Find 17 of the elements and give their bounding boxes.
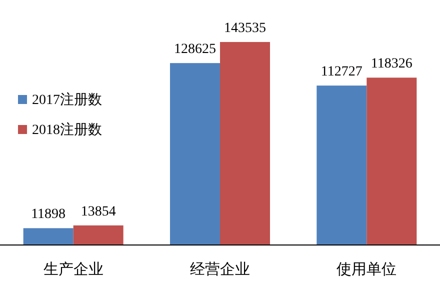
data-label: 143535 <box>224 21 266 36</box>
data-label: 118326 <box>370 56 412 72</box>
bar <box>366 78 417 245</box>
bar <box>73 225 124 245</box>
bar <box>220 42 270 245</box>
x-tick-label: 经营企业 <box>190 261 250 278</box>
data-label: 128625 <box>174 42 216 58</box>
bar <box>170 63 220 245</box>
x-tick-label: 生产企业 <box>43 261 104 278</box>
bar <box>23 228 74 245</box>
legend-label: 2018注册数 <box>32 122 102 138</box>
data-label: 112727 <box>320 64 362 80</box>
data-label: 13854 <box>80 204 116 220</box>
data-label: 11898 <box>31 207 66 222</box>
legend-label: 2017注册数 <box>32 92 102 108</box>
x-tick-label: 使用单位 <box>336 261 397 278</box>
bar <box>316 86 367 245</box>
